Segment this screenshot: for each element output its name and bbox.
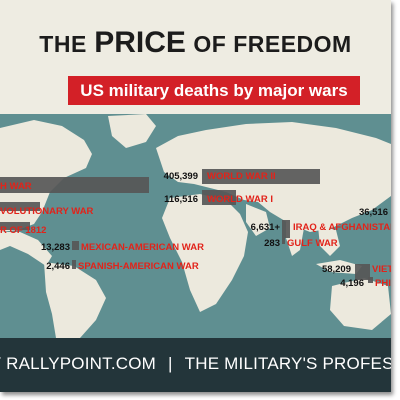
value-label-4: 13,283 — [41, 242, 70, 253]
bar-5 — [72, 260, 76, 269]
footer-text: Y RALLYPOINT.COM | THE MILITARY'S PROFESSI… — [0, 354, 391, 374]
chart-subtitle: US military deaths by major wars — [80, 81, 348, 100]
bar-7 — [202, 190, 236, 205]
value-label-6: 405,399 — [164, 171, 198, 182]
war-label-11: VIETNAM — [372, 264, 391, 275]
southeast-asia-landmass — [318, 226, 340, 256]
bar-12 — [368, 277, 373, 283]
footer-tagline: THE MILITARY'S PROFESSIONAL — [184, 354, 391, 373]
subtitle-ribbon — [68, 76, 360, 105]
arabia-landmass — [246, 204, 270, 236]
value-label-5: 2,446 — [46, 261, 70, 272]
title-post: OF FREEDOM — [193, 31, 352, 57]
africa-landmass — [162, 194, 248, 312]
war-label-1: H WAR — [0, 181, 32, 192]
war-label-3: R OF 1812 — [0, 225, 46, 236]
war-label-4: MEXICAN-AMERICAN WAR — [81, 242, 204, 253]
australia-landmass — [330, 278, 391, 330]
footer-separator: | — [168, 354, 173, 373]
bar-11 — [355, 264, 370, 280]
map-svg: H WAR VOLUTIONARY WAR R OF 1812 13,283 MEXIC… — [0, 114, 391, 338]
war-label-7: WORLD WAR I — [207, 194, 273, 205]
footer-site: Y RALLYPOINT.COM — [0, 354, 157, 373]
value-label-7: 116,516 — [164, 194, 198, 205]
indonesia-landmass — [316, 260, 362, 274]
india-landmass — [286, 222, 304, 256]
war-label-6: WORLD WAR II — [207, 171, 276, 182]
infographic-card: THE PRICE OF FREEDOM US military deaths … — [0, 0, 391, 392]
value-label-8: 6,631+ — [251, 222, 281, 233]
value-label-11: 58,209 — [322, 264, 351, 275]
war-label-12: PHILIPPINE — [375, 278, 391, 289]
war-label-8: IRAQ & AFGHANISTAN — [293, 222, 391, 233]
page-title: THE PRICE OF FREEDOM — [0, 26, 391, 60]
war-label-9: GULF WAR — [287, 238, 338, 249]
bar-8 — [282, 220, 290, 238]
bar-9 — [282, 238, 285, 244]
war-label-5: SPANISH-AMERICAN WAR — [78, 261, 199, 272]
south-america-landmass — [44, 262, 106, 338]
title-pre: THE — [39, 31, 87, 57]
world-map: H WAR VOLUTIONARY WAR R OF 1812 13,283 MEXIC… — [0, 114, 391, 338]
war-label-2: VOLUTIONARY WAR — [0, 206, 94, 217]
value-label-10: 36,516 — [359, 207, 388, 218]
footer-bar — [0, 338, 391, 392]
bar-4 — [72, 241, 79, 250]
bar-3 — [0, 222, 30, 230]
greenland-landmass — [108, 114, 156, 148]
bar-2 — [0, 202, 40, 211]
value-label-9: 283 — [264, 238, 280, 249]
value-label-12: 4,196 — [340, 278, 364, 289]
chart-marks: H WAR VOLUTIONARY WAR R OF 1812 13,283 MEXIC… — [0, 169, 391, 289]
bar-1 — [0, 177, 149, 193]
japan-landmass — [360, 168, 374, 198]
central-america-landmass — [0, 232, 52, 266]
title-main: PRICE — [94, 26, 186, 59]
bar-6 — [202, 169, 320, 184]
